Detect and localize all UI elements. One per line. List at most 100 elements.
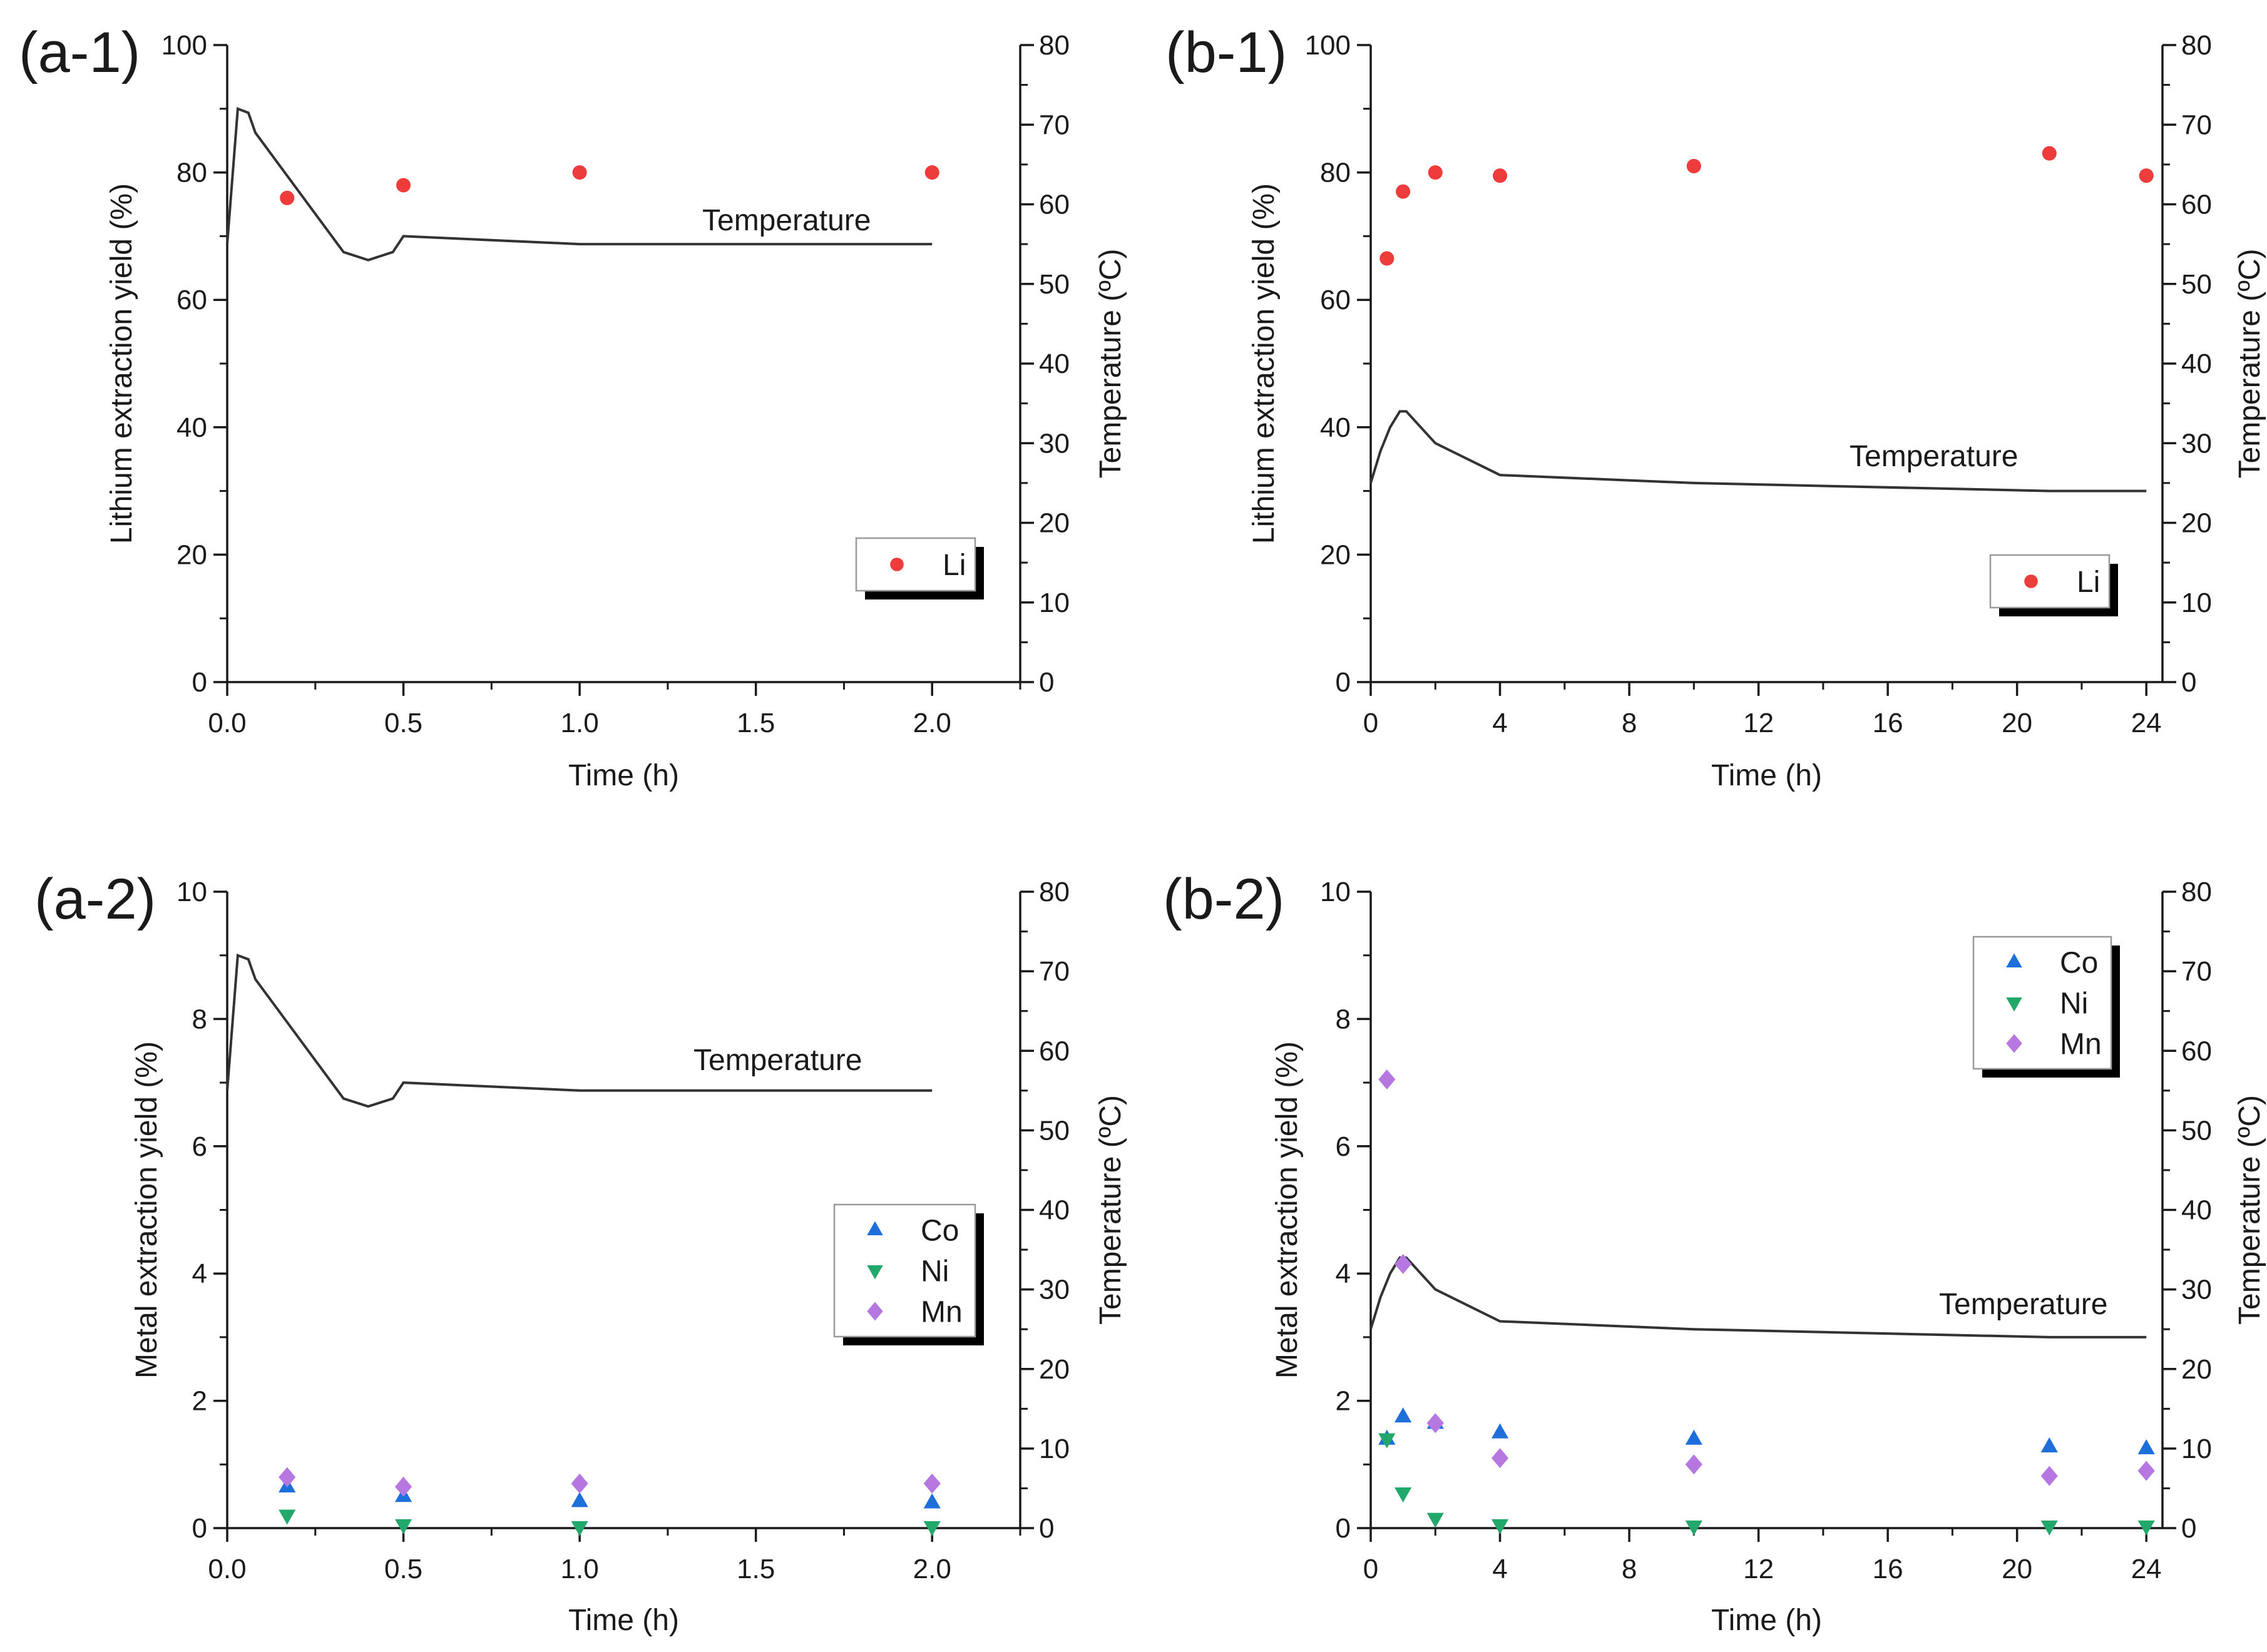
data-point-li [1493,168,1508,183]
y2-axis-title: Temperature (ºC) [2233,249,2266,479]
y2-tick-label: 30 [2181,428,2212,459]
y-tick-label: 40 [1320,412,1351,443]
data-point-li [1686,158,1701,173]
x-tick-label: 8 [1622,1554,1637,1584]
x-tick-label: 4 [1492,1554,1507,1584]
temperature-line [226,953,933,1108]
legend-marker-li [890,558,904,571]
data-point-ni [1685,1520,1702,1536]
x-tick-label: 0 [1363,708,1378,738]
data-point-ni [923,1521,941,1536]
legend-marker-mn [867,1302,883,1321]
data-point-mn [2040,1466,2058,1486]
y-tick-label: 4 [1336,1258,1351,1289]
legend-box [833,1203,976,1338]
x-axis-title: Time (h) [1711,1604,1822,1637]
legend-label-co: Co [2060,947,2098,980]
chart-panel-b-1: (b-1) 0 4 8 12 16 20 24 0 20 40 60 80 100 0 10 20 30 40 50 6… [1165,21,2266,792]
data-point-co [923,1493,941,1509]
x-tick-label: 4 [1492,708,1507,738]
x-tick-label: 0 [1363,1554,1378,1584]
x-tick-label: 0.0 [208,708,246,738]
temperature-annotation: Temperature [1939,1288,2107,1321]
x-axis-title: Time (h) [568,1604,679,1637]
legend-box [1989,554,2111,609]
y2-tick-label: 80 [1039,877,1070,907]
legend-marker-li [2024,574,2038,588]
data-point-co [571,1492,588,1507]
data-point-ni [571,1521,588,1536]
data-point-li [924,165,939,180]
data-point-co [1685,1429,1702,1445]
y2-tick-label: 50 [2181,1115,2212,1146]
legend: Li [1989,554,2118,616]
data-point-li [1396,184,1411,199]
legend: Co Ni Mn [833,1203,984,1345]
data-point-ni [1394,1487,1412,1502]
x-tick-label: 2.0 [913,1554,951,1584]
data-point-mn [1394,1253,1412,1274]
y-tick-label: 10 [1320,877,1351,907]
y-tick-label: 8 [192,1004,207,1034]
x-tick-label: 8 [1622,708,1637,738]
legend-label-li: Li [2077,566,2100,599]
data-point-ni [1378,1433,1396,1449]
x-axis-title: Time (h) [1711,759,1822,792]
y2-axis-title: Temperature (ºC) [1094,249,1127,479]
data-point-li [1379,251,1394,266]
y2-tick-label: 40 [2181,1195,2212,1226]
y-tick-label: 2 [1336,1386,1351,1417]
data-point-mn [571,1473,588,1494]
data-point-li [1428,165,1443,180]
y-tick-label: 100 [1305,30,1351,61]
chart-panel-b-2: (b-2)0 4 8 12 16 20 24024681001020304050607080… [1163,867,2266,1637]
legend-label-co: Co [921,1215,959,1248]
temperature-line [1369,410,2147,492]
y2-tick-label: 20 [2181,1354,2212,1385]
y-tick-label: 8 [1336,1004,1351,1034]
x-tick-label: 0.0 [208,1554,246,1584]
y2-tick-label: 10 [2181,1434,2212,1464]
x-tick-label: 1.0 [561,708,599,738]
x-tick-label: 0.5 [384,1554,422,1584]
y2-tick-label: 50 [1039,1115,1070,1146]
y2-tick-label: 70 [2181,956,2212,987]
y-tick-label: 40 [177,412,207,443]
y2-tick-label: 80 [2181,877,2212,907]
data-point-co [2137,1439,2155,1454]
legend-label-ni: Ni [921,1255,949,1288]
data-point-ni [1426,1512,1444,1528]
x-tick-label: 24 [2131,1554,2162,1584]
y-tick-label: 10 [177,877,207,907]
y2-tick-label: 40 [1039,1195,1070,1226]
data-point-mn [394,1476,412,1497]
y-tick-label: 60 [177,285,207,315]
y-tick-label: 0 [1336,1513,1351,1544]
legend-label-li: Li [943,549,966,582]
temperature-line [226,106,933,262]
temperature-annotation: Temperature [1850,440,2018,473]
y-tick-label: 80 [177,158,207,188]
x-tick-label: 1.5 [737,1554,775,1584]
legend-label-mn: Mn [921,1296,963,1329]
x-tick-label: 12 [1743,1554,1774,1584]
y2-tick-label: 60 [1039,190,1070,220]
y2-tick-label: 20 [2181,508,2212,539]
y-tick-label: 4 [192,1258,207,1289]
temperature-line [1369,1256,2147,1338]
legend-marker-co [867,1221,883,1236]
legend: Li [855,537,984,599]
y2-axis-title: Temperature (ºC) [2233,1095,2266,1325]
data-point-mn [2137,1461,2155,1481]
y2-tick-label: 20 [1039,508,1070,539]
data-point-ni [279,1509,296,1525]
y2-tick-label: 20 [1039,1354,1070,1385]
x-tick-label: 1.5 [737,708,775,738]
y2-tick-label: 10 [2181,588,2212,618]
data-point-li [280,190,295,205]
y2-axis-title: Temperature (ºC) [1094,1095,1127,1325]
y-tick-label: 0 [192,1513,207,1544]
temperature-annotation: Temperature [702,204,871,237]
data-point-ni [2040,1520,2058,1536]
